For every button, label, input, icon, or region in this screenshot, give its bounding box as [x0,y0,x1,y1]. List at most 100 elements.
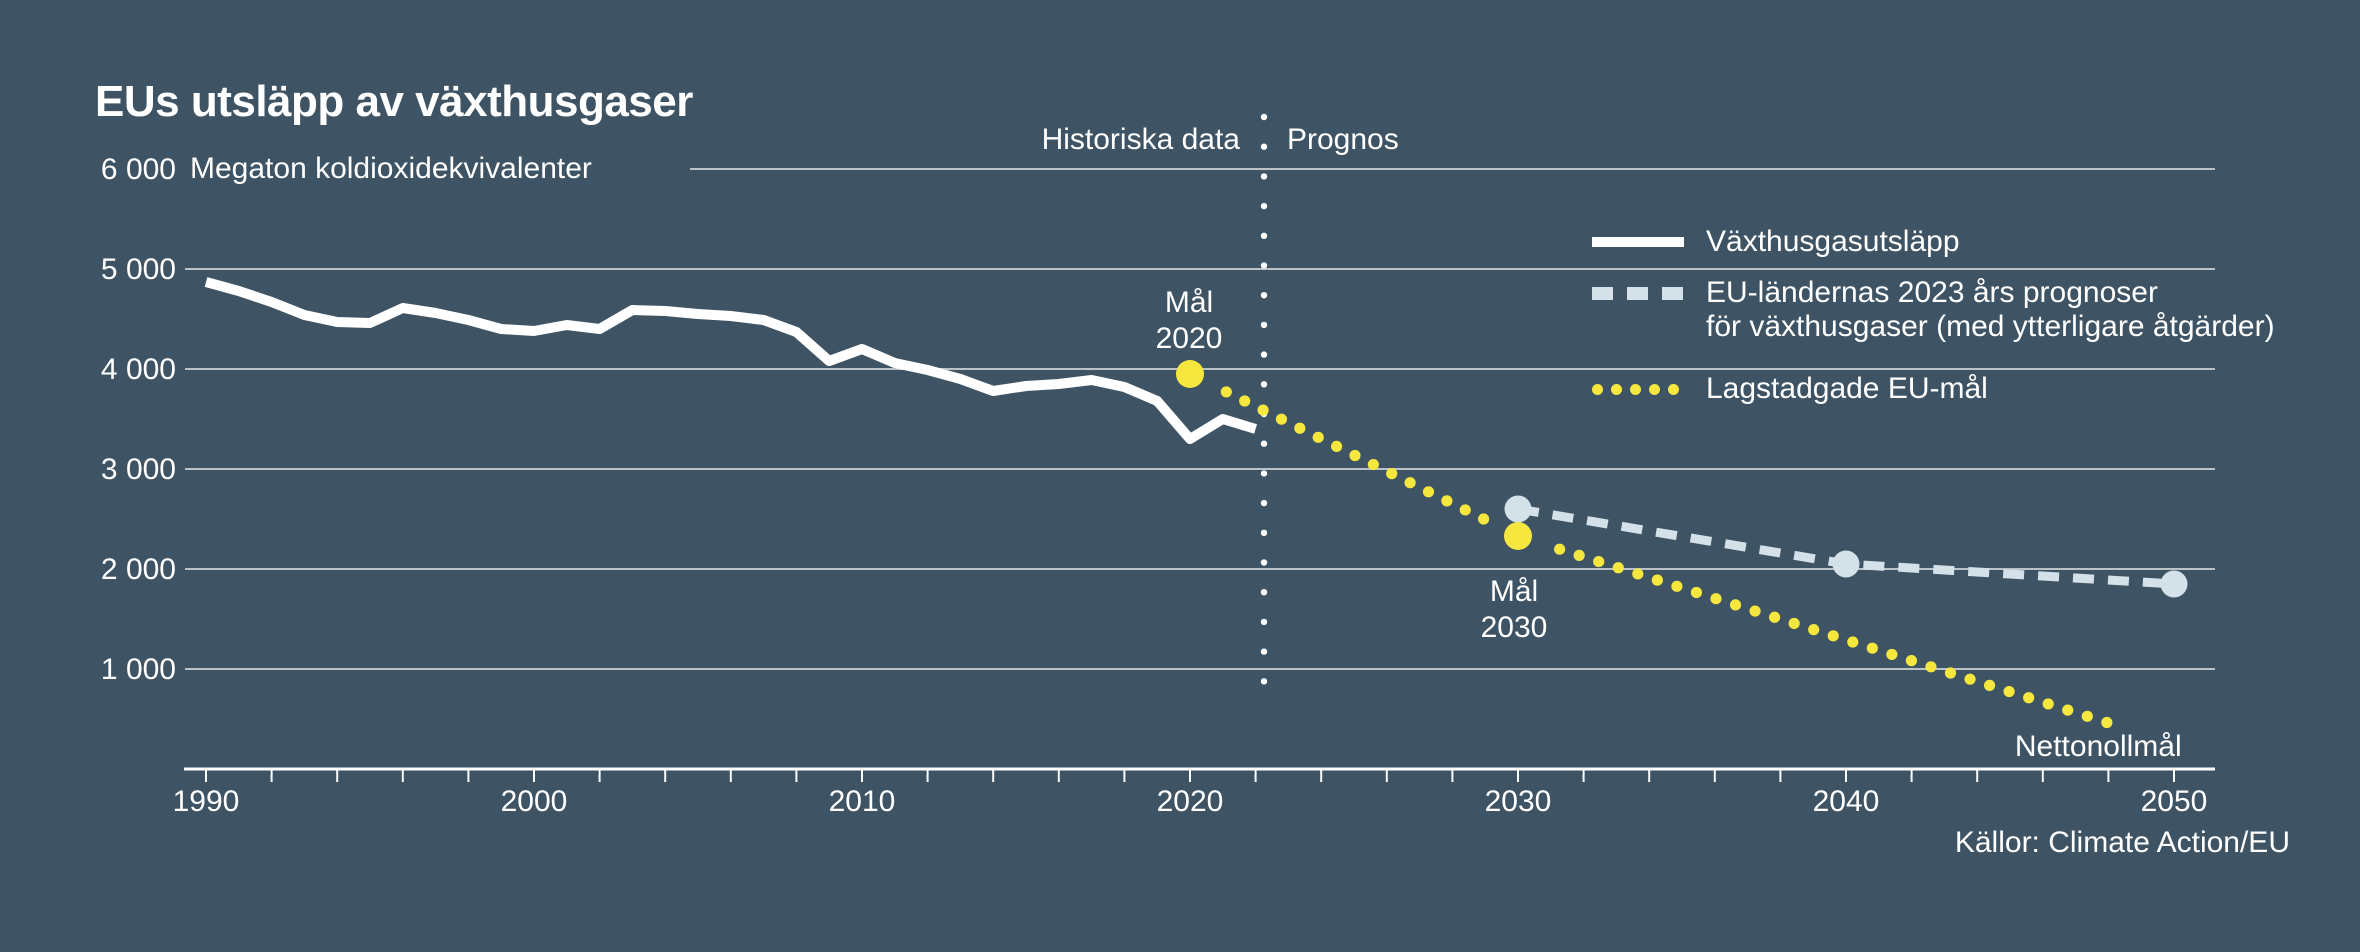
divider-dot [1260,678,1268,685]
annotation-target-2030-line1: Mål [1489,575,1539,608]
legend-item-emissions: Växthusgasutsläpp [1592,225,1960,259]
eu-target-dot [1294,422,1306,434]
eu-target-dot [1886,648,1898,661]
y-tick-label: 6 000 [101,153,176,186]
divider-dot [1260,202,1268,210]
annotation-target-2020: Mål 2020 [1156,285,1223,357]
annotation-target-2020-line2: 2020 [1155,322,1223,355]
eu-target-dot [2101,716,2113,729]
chart-title: EUs utsläpp av växthusgaser [95,77,693,126]
eu-target-dot [1964,673,1976,685]
eu-target-dot [1944,667,1957,679]
divider-dot [1260,470,1268,477]
eu-target-dot [1422,486,1435,498]
eu-target-dot [1749,605,1761,617]
eu-target-dot [1847,636,1859,648]
divider-dot [1260,321,1268,329]
eu-target-dot [1441,495,1453,507]
historical-emissions-line [204,277,1258,444]
legend-swatch-dashed-line-icon [1592,287,1684,300]
x-tick-label: 2050 [2141,785,2208,818]
divider-dot [1260,618,1268,626]
divider-dot [1260,499,1268,507]
x-tick-label: 1990 [173,785,240,818]
eu-targets-dotted-line [1220,386,2113,729]
divider-dot [1260,232,1268,239]
divider-dot [1260,351,1268,358]
eu-target-dot [1220,386,1232,398]
eu-target-dot [1386,468,1398,480]
eu-target-dot [1573,549,1585,561]
eu-target-dot [1905,655,1918,667]
historical-emissions-polyline [204,277,1258,444]
eu-target-dot [1275,413,1288,425]
eu-target-dot [2081,710,2093,722]
eu-target-dot [1671,580,1683,592]
x-tick-label: 2040 [1813,785,1880,818]
eu-target-dot [1404,477,1416,489]
eu-target-dot [1349,449,1361,462]
annotation-target-2030-line2: 2030 [1480,611,1548,644]
eu-target-dot [1788,617,1800,630]
divider-dot [1260,113,1268,121]
eu-target-dot [1632,568,1644,580]
legend-label-projections-line2: för växthusgaser (med ytterligare åtgärd… [1706,310,2275,343]
divider-dot [1260,173,1268,180]
divider-dot [1260,381,1268,388]
eu-target-dot [2003,685,2015,698]
x-tick-label: 2030 [1485,785,1552,818]
legend-label-projections: EU-ländernas 2023 års prognoser för växt… [1706,276,2275,344]
eu-target-dot [1651,574,1663,586]
x-tick-label: 2010 [829,785,896,818]
divider-dot [1260,559,1268,566]
eu-target-dot [1459,504,1471,516]
divider-dot [1260,440,1268,447]
legend-label-eu-targets: Lagstadgade EU-mål [1706,372,1988,405]
x-tick-label: 2020 [1157,785,1224,818]
eu-target-dot [2023,692,2035,704]
zone-label-forecast: Prognos [1287,123,1399,156]
eu-target-dot [1330,440,1343,453]
projection-point-marker [2160,570,2188,598]
eu-target-dot [1827,630,1839,642]
legend-swatch-solid-line-icon [1592,237,1684,247]
divider-dot [1260,143,1268,150]
eu-target-dot [1925,661,1937,673]
eu-target-dot [2042,698,2054,710]
y-tick-label: 3 000 [101,453,176,486]
annotation-target-2020-line1: Mål [1164,286,1214,319]
legend-label-emissions: Växthusgasutsläpp [1706,225,1960,258]
x-tick-label: 2000 [501,785,568,818]
eu-target-dot [1367,458,1379,471]
y-tick-label: 2 000 [101,553,176,586]
eu-target-dot [2062,704,2074,716]
y-axis-unit-label: Megaton koldioxidekvivalenter [190,152,592,185]
eu-target-dot [1769,611,1781,623]
zone-label-historical-data: Historiska data [1041,123,1240,156]
eu-target-dot [1478,513,1490,525]
y-tick-label: 4 000 [101,353,176,386]
annotation-target-2030: Mål 2030 [1481,574,1548,646]
eu-target-dot [1239,395,1251,407]
eu-target-dot [1808,624,1820,636]
eu-target-dot [1554,543,1566,555]
divider-dot [1260,262,1268,269]
eu-target-dot [1983,679,1996,691]
legend-item-projections: EU-ländernas 2023 års prognoser för växt… [1592,276,2275,344]
eu-target-dot [1729,599,1742,611]
eu-target-dot [1710,593,1722,605]
eu-target-dot [1612,562,1624,574]
eu-target-dot [1690,586,1703,599]
y-tick-label: 5 000 [101,253,176,286]
eu-target-dot [1257,404,1269,416]
projection-point-marker [1832,550,1860,578]
eu-target-dot [1866,642,1878,654]
projection-point-marker [1504,495,1532,523]
annotation-net-zero-target: Nettonollmål [2014,730,2182,763]
source-credit: Källor: Climate Action/EU [1954,826,2290,859]
divider-dot [1260,529,1268,536]
legend-label-projections-line1: EU-ländernas 2023 års prognoser [1706,276,2158,309]
eu-target-point-marker [1176,360,1204,388]
